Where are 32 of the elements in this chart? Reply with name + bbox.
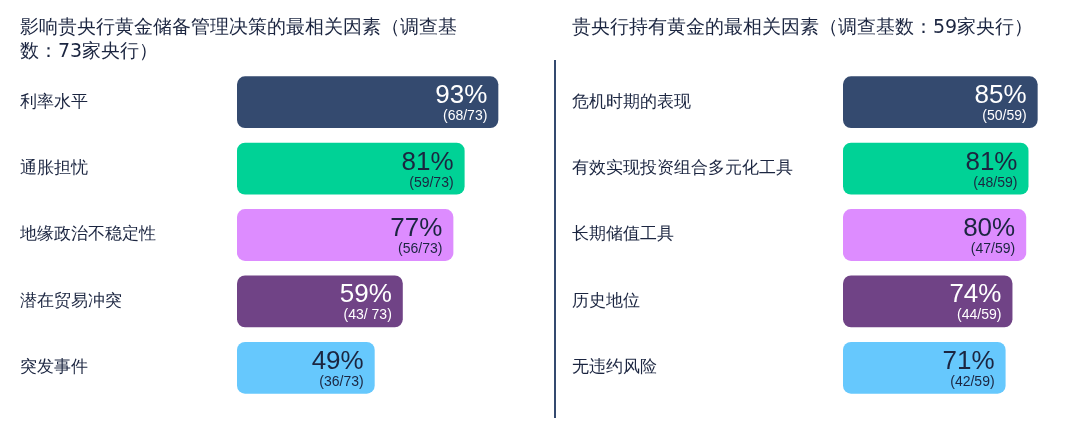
bar [237, 275, 403, 328]
bar [843, 341, 1006, 394]
data-label: 85% (50/59) [974, 79, 1027, 124]
y-tick-label: 危机时期的表现 [572, 90, 691, 111]
bar [843, 275, 1013, 328]
data-label: 81% (59/73) [401, 145, 454, 190]
bar [237, 76, 499, 129]
chart-title: 贵央行持有黄金的最相关因素（调查基数：59家央行） [572, 14, 1035, 38]
y-tick-label: 地缘政治不稳定性 [19, 223, 156, 244]
y-tick-label: 利率水平 [20, 90, 88, 111]
bar [237, 341, 375, 394]
data-label: 74% (44/59) [949, 278, 1002, 323]
chart-title: 影响贵央行黄金储备管理决策的最相关因素（调查基数：73家央行） [20, 14, 458, 62]
data-label: 59% (43/ 73) [339, 278, 392, 323]
data-label: 77% (56/73) [390, 212, 443, 256]
y-tick-label: 潜在贸易冲突 [20, 289, 122, 310]
data-label: 81% (48/59) [965, 145, 1018, 190]
data-label: 49% (36/73) [311, 344, 364, 389]
y-tick-label: 历史地位 [572, 289, 640, 310]
y-tick-label: 长期储值工具 [572, 223, 674, 244]
y-tick-label: 通胀担忧 [20, 157, 88, 178]
bar [843, 209, 1027, 261]
data-label: 80% (47/59) [963, 212, 1016, 256]
y-tick-label: 突发事件 [20, 356, 88, 377]
y-tick-label: 无违约风险 [572, 356, 657, 377]
bar [237, 209, 454, 261]
bar [237, 142, 465, 195]
bar [843, 76, 1038, 129]
bar [843, 142, 1029, 195]
data-label: 93% (68/73) [435, 79, 488, 124]
data-label: 71% (42/59) [942, 344, 995, 389]
y-tick-label: 有效实现投资组合多元化工具 [572, 157, 793, 178]
